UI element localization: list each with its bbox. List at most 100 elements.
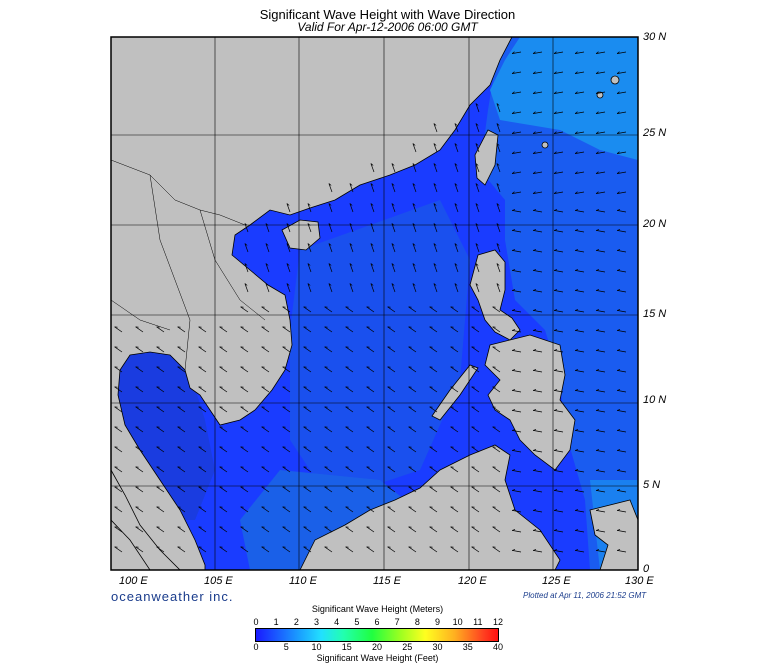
wave-arrow: [219, 366, 228, 373]
wave-arrow: [265, 223, 270, 233]
wave-arrow-head: [616, 309, 621, 311]
wave-arrow: [198, 546, 207, 553]
wave-arrow: [366, 426, 375, 433]
credit-logo-text: oceanweather inc.: [111, 589, 234, 604]
wave-arrow-head: [595, 349, 600, 351]
wave-arrow: [324, 386, 333, 393]
lat-label: 25 N: [643, 127, 667, 139]
wave-arrow: [286, 283, 291, 293]
wave-arrow-head: [574, 309, 579, 311]
wave-arrow-head: [574, 289, 579, 291]
wave-arrow: [575, 71, 585, 74]
wave-arrow: [240, 346, 249, 353]
wave-arrow-head: [532, 71, 536, 74]
wave-arrow: [433, 243, 438, 253]
wave-arrow-head: [496, 123, 500, 126]
wave-arrow-head: [616, 549, 621, 551]
wave-arrow: [596, 71, 606, 74]
wave-arrow: [617, 210, 627, 213]
wave-arrow: [533, 191, 543, 194]
wave-arrow: [345, 546, 354, 553]
wave-arrow: [454, 143, 459, 153]
wave-arrow: [429, 326, 438, 333]
wave-arrow: [370, 263, 375, 273]
wave-arrow: [114, 326, 123, 333]
wave-arrow: [617, 470, 627, 473]
wave-arrow-head: [595, 229, 600, 231]
wave-arrow: [370, 183, 375, 193]
wave-arrow: [533, 111, 543, 114]
wave-arrow: [324, 346, 333, 353]
wave-arrow: [135, 326, 144, 333]
wave-arrow: [429, 386, 438, 393]
wave-arrow-head: [454, 223, 458, 226]
wave-arrow-head: [511, 131, 515, 134]
wave-arrow-head: [595, 289, 600, 291]
wave-arrow: [240, 446, 249, 453]
wave-arrow: [512, 370, 522, 373]
legend-meters-tick: 1: [273, 617, 279, 627]
wave-arrow-head: [553, 509, 558, 511]
wave-arrow-head: [475, 263, 479, 266]
wave-arrow: [454, 283, 459, 293]
wave-arrow: [303, 346, 312, 353]
wave-arrow-head: [265, 223, 269, 226]
wave-arrow: [156, 446, 165, 453]
wave-arrow-head: [511, 309, 516, 311]
wave-arrow: [366, 386, 375, 393]
wave-arrow: [324, 366, 333, 373]
wave-arrow-head: [532, 549, 537, 551]
wave-arrow-head: [616, 269, 621, 271]
wave-arrow-head: [412, 163, 416, 166]
scs-central-zone: [290, 200, 470, 500]
hainan-island: [281, 219, 321, 251]
wave-arrow: [433, 183, 438, 193]
wave-arrow: [512, 550, 522, 553]
legend-feet-tick: 10: [311, 642, 322, 652]
wave-arrow: [450, 386, 459, 393]
wave-arrow: [156, 466, 165, 473]
wave-arrow: [345, 406, 354, 413]
wave-arrow: [554, 310, 564, 313]
wave-arrow: [617, 410, 627, 413]
wave-arrow: [433, 143, 438, 153]
wave-arrow: [617, 330, 627, 333]
wave-arrow: [244, 223, 249, 233]
wave-arrow-head: [616, 389, 621, 391]
wave-arrow: [286, 203, 291, 213]
wave-arrow-head: [433, 203, 437, 206]
wave-arrow: [387, 326, 396, 333]
wave-arrow: [345, 506, 354, 513]
wave-arrow: [240, 486, 249, 493]
wave-arrow: [349, 243, 354, 253]
wave-arrow: [219, 346, 228, 353]
wave-arrow: [412, 183, 417, 193]
wave-arrow-head: [616, 329, 621, 331]
wave-arrow-head: [553, 389, 558, 391]
wave-arrow: [114, 466, 123, 473]
wave-arrow: [370, 283, 375, 293]
wave-arrow-head: [553, 71, 557, 74]
wave-arrow: [219, 486, 228, 493]
wave-arrow-head: [391, 223, 395, 226]
map-layer: [111, 37, 638, 570]
wave-arrow: [596, 91, 606, 94]
wave-arrow-head: [574, 229, 579, 231]
wave-arrow: [492, 306, 501, 313]
wave-arrow: [135, 526, 144, 533]
wave-arrow-head: [553, 269, 558, 271]
wave-arrow: [349, 283, 354, 293]
wave-arrow: [177, 466, 186, 473]
legend-feet-tick: 5: [283, 642, 289, 652]
wave-arrow: [617, 71, 627, 74]
wave-arrow: [617, 91, 627, 94]
wave-arrow: [349, 263, 354, 273]
wave-arrow: [324, 326, 333, 333]
wave-arrow: [328, 223, 333, 233]
wave-arrow-head: [454, 243, 458, 246]
wave-arrow: [303, 546, 312, 553]
wave-arrow-head: [532, 191, 536, 194]
wave-arrow: [512, 390, 522, 393]
wave-arrow-head: [454, 143, 458, 146]
wave-arrow-head: [307, 243, 311, 246]
